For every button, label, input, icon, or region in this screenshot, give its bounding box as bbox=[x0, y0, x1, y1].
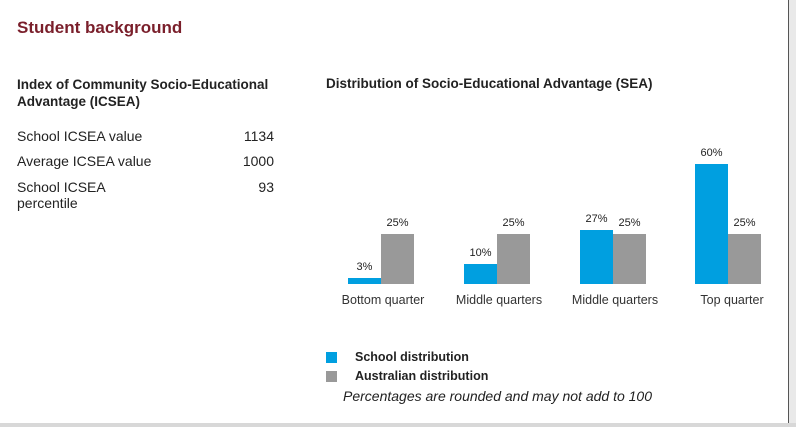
data-label-australian-1: 25% bbox=[502, 217, 524, 229]
sea-bar-chart: 3% 25% Bottom quarter 10% 25% Middle quarters… bbox=[342, 147, 764, 307]
data-label-australian-0: 25% bbox=[386, 217, 408, 229]
chart-title: Distribution of Socio-Educational Advant… bbox=[326, 76, 653, 91]
icsea-title: Index of Community Socio-Educational Adv… bbox=[17, 77, 269, 109]
window-frame-right bbox=[788, 0, 796, 427]
legend-australian: Australian distribution bbox=[326, 368, 488, 384]
section-title: Student background bbox=[17, 18, 183, 37]
bar-australian-1 bbox=[497, 234, 530, 284]
bar-australian-3 bbox=[728, 234, 761, 284]
stat-label-school-icsea: School ICSEA value bbox=[17, 128, 143, 144]
category-label-2: Middle quarters bbox=[572, 293, 658, 307]
bar-australian-2 bbox=[613, 234, 646, 284]
legend-swatch-school bbox=[326, 351, 337, 363]
data-label-school-0: 3% bbox=[357, 261, 373, 273]
category-label-1: Middle quarters bbox=[456, 293, 542, 307]
stat-label-icsea-percentile: School ICSEA percentile bbox=[17, 179, 105, 211]
bar-school-1 bbox=[464, 264, 497, 284]
rounding-note: Percentages are rounded and may not add … bbox=[343, 388, 652, 404]
legend-label-australian: Australian distribution bbox=[355, 369, 489, 383]
bar-school-3 bbox=[695, 164, 728, 284]
category-label-3: Top quarter bbox=[700, 293, 763, 307]
legend-label-school: School distribution bbox=[355, 350, 469, 364]
window-frame-bottom bbox=[0, 423, 796, 427]
data-label-australian-3: 25% bbox=[733, 217, 755, 229]
data-label-school-3: 60% bbox=[700, 147, 722, 159]
stat-value-average-icsea: 1000 bbox=[242, 153, 274, 169]
data-label-australian-2: 25% bbox=[618, 217, 640, 229]
stat-value-icsea-percentile: 93 bbox=[258, 179, 274, 195]
bar-australian-0 bbox=[381, 234, 414, 284]
category-label-0: Bottom quarter bbox=[342, 293, 425, 307]
legend-school: School distribution bbox=[326, 349, 469, 365]
stat-label-average-icsea: Average ICSEA value bbox=[17, 153, 152, 169]
bar-school-2 bbox=[580, 230, 613, 284]
data-label-school-1: 10% bbox=[469, 247, 491, 259]
bar-school-0 bbox=[348, 278, 381, 284]
data-label-school-2: 27% bbox=[585, 213, 607, 225]
legend-swatch-australian bbox=[326, 370, 337, 382]
stat-value-school-icsea: 1134 bbox=[243, 128, 274, 144]
